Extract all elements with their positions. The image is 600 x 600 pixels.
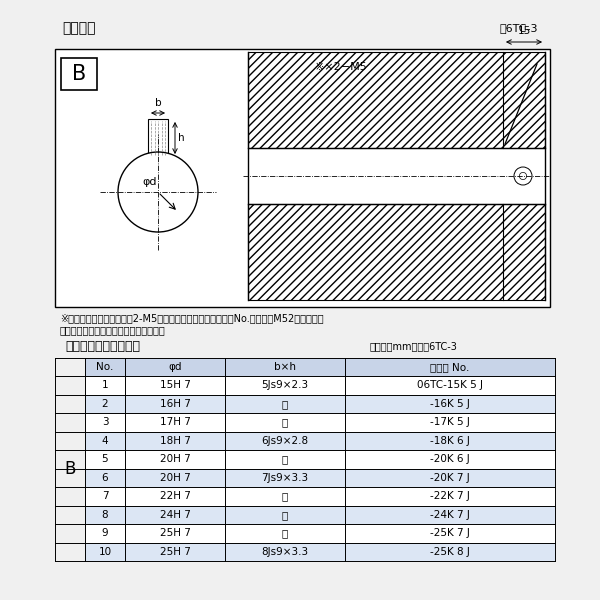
Text: -25K 8 J: -25K 8 J — [430, 547, 470, 557]
Text: b: b — [155, 98, 161, 108]
Text: 8Js9×3.3: 8Js9×3.3 — [262, 547, 308, 557]
Text: コード No.: コード No. — [430, 362, 470, 372]
Bar — [85, 524, 555, 542]
Text: 15: 15 — [517, 26, 530, 36]
Text: 1: 1 — [101, 380, 109, 390]
Text: φd: φd — [168, 362, 182, 372]
Text: 22H 7: 22H 7 — [160, 491, 190, 501]
Text: 7: 7 — [101, 491, 109, 501]
Bar — [85, 542, 555, 561]
Text: B: B — [72, 64, 86, 84]
Text: 9: 9 — [101, 528, 109, 538]
Text: 7Js9×3.3: 7Js9×3.3 — [262, 473, 308, 483]
Circle shape — [514, 167, 532, 185]
Circle shape — [118, 152, 198, 232]
Text: ※セットボルト用タップ（2-M5）が必要な場合は右記コードNo.の末尾にM52を付ける。: ※セットボルト用タップ（2-M5）が必要な場合は右記コードNo.の末尾にM52を… — [60, 313, 323, 323]
Bar — [85, 376, 555, 395]
Circle shape — [520, 172, 527, 179]
Text: b×h: b×h — [274, 362, 296, 372]
Text: 16H 7: 16H 7 — [160, 399, 190, 409]
Bar — [85, 413, 555, 431]
Text: 3: 3 — [101, 417, 109, 427]
Text: 8: 8 — [101, 510, 109, 520]
Bar — [61, 58, 97, 90]
Text: 06TC-15K 5 J: 06TC-15K 5 J — [417, 380, 483, 390]
Text: 。: 。 — [282, 399, 288, 409]
Text: 5Js9×2.3: 5Js9×2.3 — [262, 380, 308, 390]
Text: ※×2−M5: ※×2−M5 — [315, 62, 367, 72]
Text: 10: 10 — [98, 547, 112, 557]
Text: 〢: 〢 — [282, 491, 288, 501]
Text: 軸穴形状コード一覧表: 軸穴形状コード一覧表 — [65, 340, 140, 352]
Text: 〢: 〢 — [282, 528, 288, 538]
Text: 〢: 〢 — [282, 510, 288, 520]
Text: （単位：mm）　表6TC-3: （単位：mm） 表6TC-3 — [370, 341, 458, 351]
Text: -16K 5 J: -16K 5 J — [430, 399, 470, 409]
Text: 2: 2 — [101, 399, 109, 409]
Text: 20H 7: 20H 7 — [160, 473, 190, 483]
Text: 17H 7: 17H 7 — [160, 417, 190, 427]
Bar — [55, 49, 550, 307]
Bar — [248, 204, 545, 300]
Text: -24K 7 J: -24K 7 J — [430, 510, 470, 520]
Text: No.: No. — [97, 362, 113, 372]
Bar — [85, 487, 555, 505]
Text: （セットボルトは付属されています。）: （セットボルトは付属されています。） — [60, 325, 166, 335]
Text: φd: φd — [142, 177, 157, 187]
Text: B: B — [64, 460, 76, 478]
Text: 4: 4 — [101, 436, 109, 446]
Text: 25H 7: 25H 7 — [160, 528, 190, 538]
Text: 〢: 〢 — [282, 417, 288, 427]
Text: 軸穴形状: 軸穴形状 — [62, 21, 95, 35]
Bar — [85, 358, 555, 376]
Text: 15H 7: 15H 7 — [160, 380, 190, 390]
Text: 5: 5 — [101, 454, 109, 464]
Text: -17K 5 J: -17K 5 J — [430, 417, 470, 427]
Text: 25H 7: 25H 7 — [160, 547, 190, 557]
Bar — [148, 119, 168, 157]
Bar — [85, 469, 555, 487]
Bar — [85, 450, 555, 469]
Text: -20K 6 J: -20K 6 J — [430, 454, 470, 464]
Text: h: h — [178, 133, 185, 143]
Text: 6Js9×2.8: 6Js9×2.8 — [262, 436, 308, 446]
Text: 20H 7: 20H 7 — [160, 454, 190, 464]
Bar — [85, 395, 555, 413]
Bar — [85, 505, 555, 524]
Text: -18K 6 J: -18K 6 J — [430, 436, 470, 446]
Text: 24H 7: 24H 7 — [160, 510, 190, 520]
Text: 囶6TC-3: 囶6TC-3 — [500, 23, 539, 33]
Bar — [85, 431, 555, 450]
Text: -20K 7 J: -20K 7 J — [430, 473, 470, 483]
Text: 〢: 〢 — [282, 454, 288, 464]
Text: -22K 7 J: -22K 7 J — [430, 491, 470, 501]
Bar — [248, 52, 545, 148]
Text: 6: 6 — [101, 473, 109, 483]
Text: 18H 7: 18H 7 — [160, 436, 190, 446]
Text: -25K 7 J: -25K 7 J — [430, 528, 470, 538]
